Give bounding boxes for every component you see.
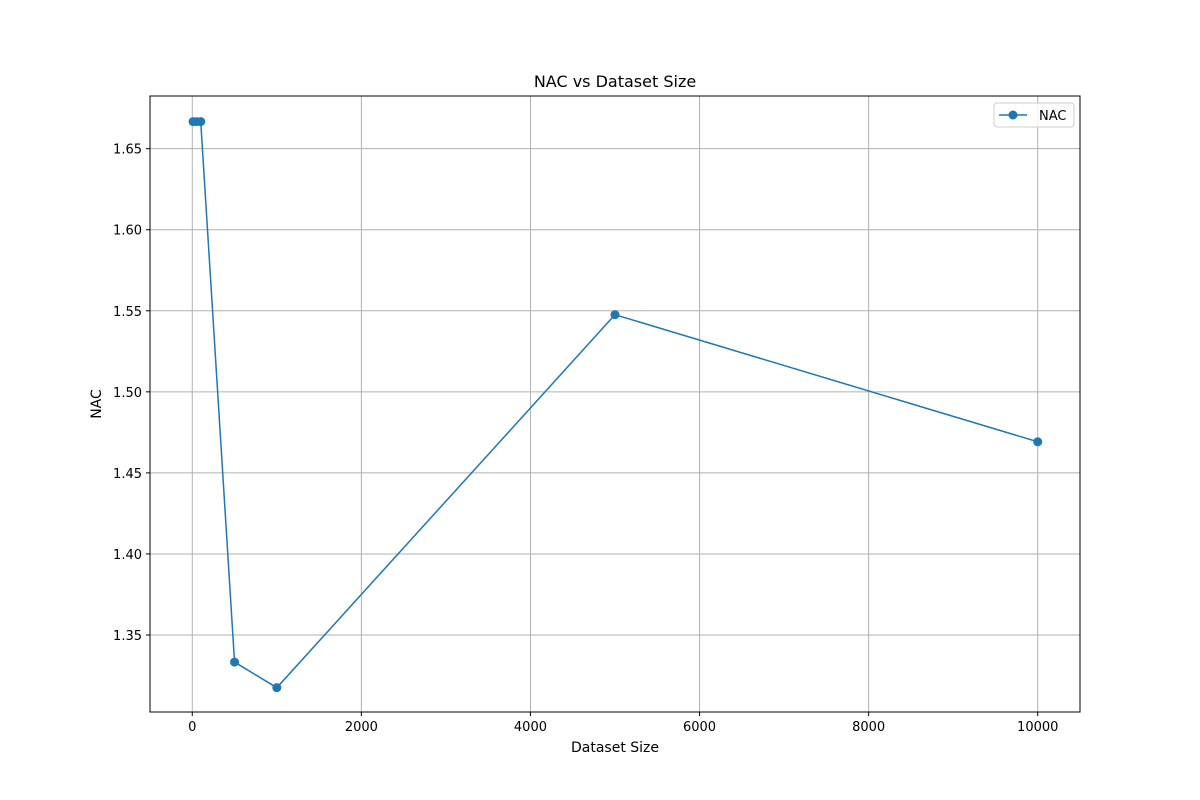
ticks: 0 2000 4000 6000 8000 10000 1.35 1.40 1.45 1.50 1.… [113,143,1058,735]
y-tick-label: 1.40 [113,548,142,563]
y-tick-label: 1.45 [113,467,142,482]
data-point [230,657,240,667]
y-tick-label: 1.55 [113,305,142,320]
y-axis-label: NAC [89,389,105,419]
data-point [196,117,206,127]
legend-label-nac: NAC [1039,109,1066,124]
y-tick-label: 1.35 [113,629,142,644]
legend-marker [1008,110,1018,120]
data-point [610,310,620,320]
x-tick-label: 6000 [683,720,716,735]
x-tick-label: 2000 [345,720,378,735]
series-layer [188,117,1043,693]
x-tick-label: 4000 [514,720,547,735]
chart-title: NAC vs Dataset Size [534,72,696,91]
legend: NAC [993,102,1075,128]
legend-box [993,102,1075,128]
x-tick-label: 8000 [852,720,885,735]
x-tick-label: 0 [188,720,196,735]
y-tick-label: 1.60 [113,224,142,239]
x-axis-label: Dataset Size [571,740,659,756]
data-point [1033,437,1043,447]
y-tick-label: 1.65 [113,143,142,158]
x-tick-label: 10000 [1017,720,1058,735]
plot-frame [149,95,1081,713]
data-point [272,683,282,693]
y-tick-label: 1.50 [113,386,142,401]
